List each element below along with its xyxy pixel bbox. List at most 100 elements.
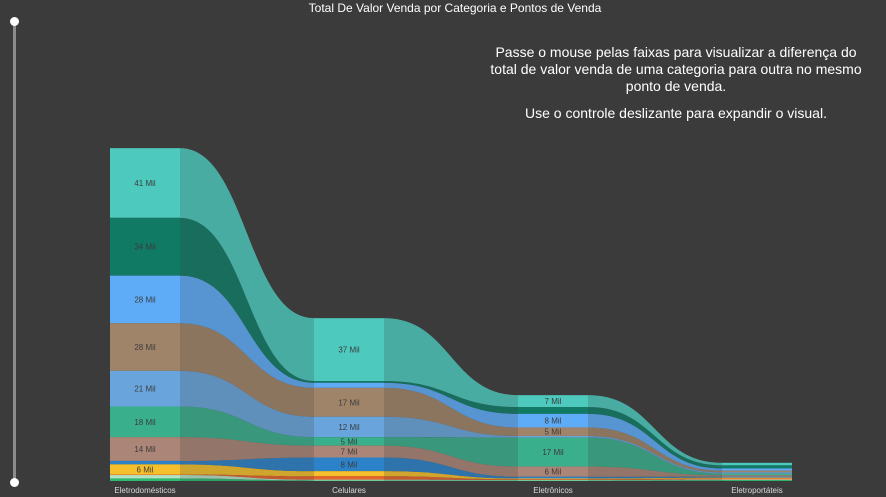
ribbon-2-0[interactable] — [180, 275, 314, 388]
category-label-0: Eletrodomésticos — [114, 486, 175, 495]
ribbon-7-0[interactable] — [180, 457, 314, 472]
bar-segment-5-0[interactable] — [110, 406, 180, 438]
bar-segment-3-2[interactable] — [518, 427, 588, 436]
ribbon-8-2[interactable] — [588, 477, 722, 480]
ribbon-4-0[interactable] — [180, 370, 314, 438]
bar-segment-6-1[interactable] — [314, 445, 384, 458]
bar-segment-2-1[interactable] — [314, 382, 384, 388]
bar-segment-9-1[interactable] — [314, 476, 384, 480]
bar-segment-10-2[interactable] — [518, 479, 588, 481]
bar-segment-8-3[interactable] — [722, 477, 792, 479]
bar-segment-7-0[interactable] — [110, 460, 180, 465]
ribbon-11-0[interactable] — [180, 478, 314, 481]
ribbon-9-0[interactable] — [180, 474, 314, 480]
bar-segment-5-1[interactable] — [314, 437, 384, 446]
bar-segment-3-0[interactable] — [110, 323, 180, 371]
bar-segment-0-1[interactable] — [314, 318, 384, 382]
bar-segment-0-0[interactable] — [110, 148, 180, 218]
ribbon-10-1[interactable] — [384, 479, 518, 481]
ribbon-9-2[interactable] — [588, 478, 722, 480]
ribbon-11-1[interactable] — [384, 480, 518, 481]
bar-segment-7-1[interactable] — [314, 457, 384, 472]
chart-title: Total De Valor Venda por Categoria e Pon… — [308, 1, 602, 15]
bar-segment-9-0[interactable] — [110, 474, 180, 476]
bar-segment-7-3[interactable] — [722, 476, 792, 478]
bar-segment-0-3[interactable] — [722, 462, 792, 466]
bar-segment-10-1[interactable] — [314, 479, 384, 481]
ribbon-6-0[interactable] — [180, 437, 314, 461]
bar-segment-4-0[interactable] — [110, 370, 180, 407]
ribbon-3-2[interactable] — [588, 427, 722, 473]
ribbon-8-1[interactable] — [384, 471, 518, 480]
ribbon-6-1[interactable] — [384, 445, 518, 477]
ribbon-3-0[interactable] — [180, 323, 314, 417]
ribbon-3-1[interactable] — [384, 387, 518, 436]
category-label-1: Celulares — [332, 486, 366, 495]
bar-segment-8-2[interactable] — [518, 478, 588, 480]
ribbon-5-2[interactable] — [588, 437, 722, 476]
data-label-3-2: 5 Mil — [545, 428, 562, 437]
ribbon-4-1[interactable] — [384, 416, 518, 438]
data-label-7-1: 8 Mil — [341, 460, 358, 469]
ribbon-10-2[interactable] — [588, 479, 722, 481]
bar-segment-2-2[interactable] — [518, 413, 588, 428]
bar-segment-2-3[interactable] — [722, 468, 792, 471]
instructions-hover: Passe o mouse pelas faixas para visualiz… — [490, 44, 862, 94]
bar-segment-11-0[interactable] — [110, 478, 180, 481]
bar-segment-9-2[interactable] — [518, 479, 588, 480]
bar-segment-9-3[interactable] — [722, 478, 792, 480]
bar-segment-6-2[interactable] — [518, 466, 588, 477]
data-label-6-2: 6 Mil — [545, 468, 562, 477]
ribbon-0-1[interactable] — [384, 318, 518, 408]
data-labels: 41 Mil 37 Mil 7 Mil 34 Mil 28 Mil 8 Mil 28 Mil… — [134, 179, 564, 477]
bar-segment-1-0[interactable] — [110, 217, 180, 276]
bar-segment-10-0[interactable] — [110, 475, 180, 479]
expand-slider-track[interactable] — [13, 23, 16, 483]
bar-segment-5-3[interactable] — [722, 473, 792, 476]
bar-segment-0-2[interactable] — [518, 395, 588, 408]
slider-top-handle[interactable] — [10, 17, 19, 26]
ribbon-0-0[interactable] — [180, 148, 314, 382]
ribbon-6-2[interactable] — [588, 466, 722, 477]
bar-segment-11-3[interactable] — [722, 480, 792, 481]
bar-segment-3-1[interactable] — [314, 387, 384, 417]
bar-segment-6-0[interactable] — [110, 437, 180, 461]
bar-segment-5-2[interactable] — [518, 437, 588, 467]
ribbon-2-2[interactable] — [588, 413, 722, 471]
bar-segment-11-2[interactable] — [518, 480, 588, 481]
bar-segment-1-3[interactable] — [722, 465, 792, 469]
bar-segment-3-3[interactable] — [722, 470, 792, 473]
slider-bottom-handle[interactable] — [10, 478, 19, 487]
ribbon-1-0[interactable] — [180, 217, 314, 383]
ribbon-7-2[interactable] — [588, 476, 722, 479]
ribbon-7-1[interactable] — [384, 457, 518, 479]
ribbon-9-1[interactable] — [384, 476, 518, 480]
ribbon-8-0[interactable] — [180, 464, 314, 477]
bar-segment-1-1[interactable] — [314, 381, 384, 383]
ribbon-4-2[interactable] — [588, 435, 722, 474]
bar-segment-8-0[interactable] — [110, 464, 180, 475]
ribbon-5-0[interactable] — [180, 406, 314, 446]
data-label-3-1: 17 Mil — [338, 398, 360, 407]
ribbon-10-0[interactable] — [180, 475, 314, 481]
bar-segment-8-1[interactable] — [314, 471, 384, 477]
bar-segment-2-0[interactable] — [110, 275, 180, 324]
data-label-0-0: 41 Mil — [134, 179, 156, 188]
ribbon-1-2[interactable] — [588, 407, 722, 469]
ribbon-0-2[interactable] — [588, 395, 722, 466]
bar-segment-4-3[interactable] — [722, 472, 792, 474]
bar-segment-11-1[interactable] — [314, 480, 384, 481]
bar-segment-4-2[interactable] — [518, 435, 588, 438]
data-label-0-1: 37 Mil — [338, 346, 360, 355]
ribbon-11-2[interactable] — [588, 480, 722, 481]
bar-segment-4-1[interactable] — [314, 416, 384, 438]
ribbon-2-1[interactable] — [384, 382, 518, 428]
bar-segment-7-2[interactable] — [518, 476, 588, 479]
bar-segment-10-3[interactable] — [722, 479, 792, 481]
bar-segment-6-3[interactable] — [722, 475, 792, 477]
ribbon-5-1[interactable] — [384, 437, 518, 467]
ribbon-1-1[interactable] — [384, 381, 518, 414]
data-label-4-0: 21 Mil — [134, 385, 156, 394]
bar-segment-1-2[interactable] — [518, 407, 588, 414]
